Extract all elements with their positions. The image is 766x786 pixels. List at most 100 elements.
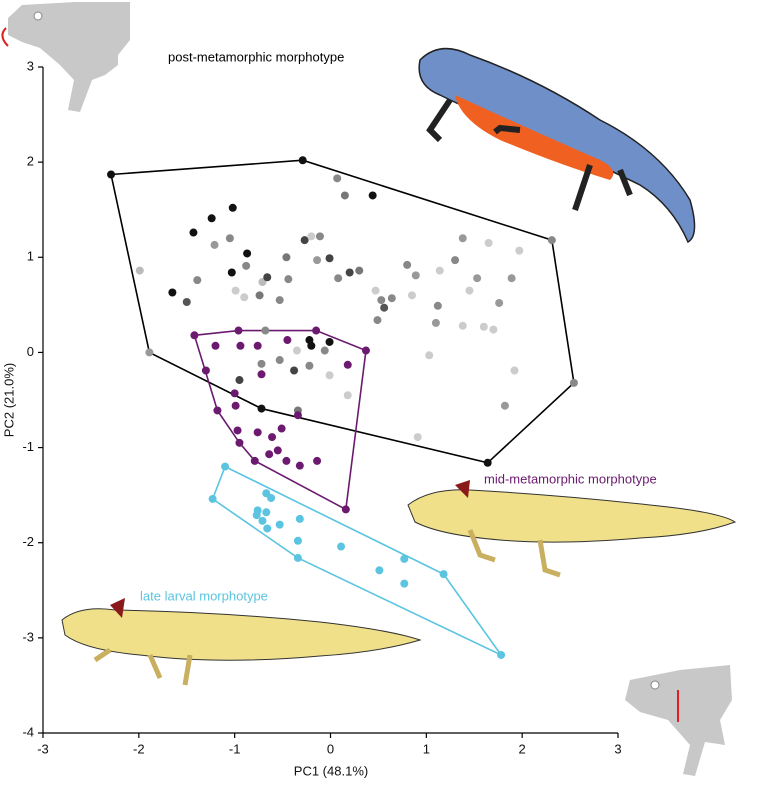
y-tick-label: 3 xyxy=(27,58,34,73)
newt-larval xyxy=(61,608,422,661)
point xyxy=(500,401,509,410)
point xyxy=(433,301,442,310)
point xyxy=(439,570,448,579)
point xyxy=(413,433,422,442)
point xyxy=(258,516,267,525)
point xyxy=(240,293,249,302)
y-tick-label: -4 xyxy=(22,724,34,739)
point xyxy=(333,174,342,183)
point xyxy=(261,326,270,335)
point xyxy=(313,256,322,265)
point xyxy=(257,404,266,413)
point xyxy=(168,288,177,297)
point xyxy=(284,275,293,284)
point xyxy=(267,493,276,502)
eye xyxy=(650,680,660,690)
point xyxy=(283,336,292,345)
point xyxy=(435,266,444,275)
y-tick-label: 1 xyxy=(27,249,34,264)
point xyxy=(262,508,271,517)
point xyxy=(253,341,262,350)
point xyxy=(230,389,239,398)
point xyxy=(182,298,191,307)
newt-legs xyxy=(93,647,193,686)
point xyxy=(201,366,210,375)
point xyxy=(483,458,492,467)
newt-legs xyxy=(467,529,561,578)
point xyxy=(479,322,488,331)
point xyxy=(293,411,302,420)
point xyxy=(343,360,352,369)
point xyxy=(387,294,396,303)
point xyxy=(300,236,309,245)
point xyxy=(189,228,198,237)
y-tick-label: -2 xyxy=(22,534,34,549)
point xyxy=(425,351,434,360)
point xyxy=(255,291,264,300)
point xyxy=(213,406,222,415)
point xyxy=(282,253,291,262)
point xyxy=(243,249,252,258)
point xyxy=(295,514,304,523)
y-tick-label: -1 xyxy=(22,439,34,454)
newt-legs xyxy=(426,98,633,211)
point xyxy=(190,331,199,340)
point xyxy=(293,536,302,545)
point xyxy=(250,456,259,465)
point xyxy=(307,232,316,241)
point xyxy=(273,446,282,455)
point xyxy=(368,191,377,200)
point xyxy=(107,170,116,179)
jaw-arrow xyxy=(1,27,9,47)
point xyxy=(295,461,304,470)
point xyxy=(275,356,284,365)
point xyxy=(407,291,416,300)
point xyxy=(208,494,217,503)
x-tick-label: 1 xyxy=(423,741,430,756)
point xyxy=(403,260,412,269)
x-tick-label: 0 xyxy=(327,741,334,756)
x-tick-label: -2 xyxy=(133,741,145,756)
eye xyxy=(33,11,43,21)
point xyxy=(210,240,219,249)
x-tick-label: 3 xyxy=(614,741,621,756)
point xyxy=(341,505,350,514)
point xyxy=(380,303,389,312)
point xyxy=(325,337,334,346)
point xyxy=(211,341,220,350)
illustrations xyxy=(1,2,737,776)
point xyxy=(268,433,277,442)
point xyxy=(265,450,274,459)
newt-mid xyxy=(407,489,737,543)
point xyxy=(343,391,352,400)
point xyxy=(236,341,245,350)
point xyxy=(312,326,321,335)
point xyxy=(361,346,370,355)
point xyxy=(377,296,386,305)
point xyxy=(231,401,240,410)
point xyxy=(313,456,322,465)
point xyxy=(320,346,329,355)
point xyxy=(253,428,262,437)
y-axis-label: PC2 (21.0%) xyxy=(1,363,16,437)
point xyxy=(282,456,291,465)
point xyxy=(298,156,307,165)
series-label: post-metamorphic morphotype xyxy=(168,49,344,64)
point xyxy=(495,298,504,307)
gills xyxy=(455,480,470,498)
y-tick-label: 2 xyxy=(27,154,34,169)
y-tick-label: 0 xyxy=(27,344,34,359)
point xyxy=(307,341,316,350)
point xyxy=(458,321,467,330)
newt-belly xyxy=(455,95,614,180)
point xyxy=(145,348,154,357)
point xyxy=(489,325,498,334)
point xyxy=(275,520,284,529)
point xyxy=(373,316,382,325)
y-tick-label: -3 xyxy=(22,629,34,644)
point xyxy=(135,266,144,275)
x-axis-label: PC1 (48.1%) xyxy=(294,763,368,778)
point xyxy=(340,191,349,200)
point xyxy=(292,346,301,355)
point xyxy=(400,579,409,588)
